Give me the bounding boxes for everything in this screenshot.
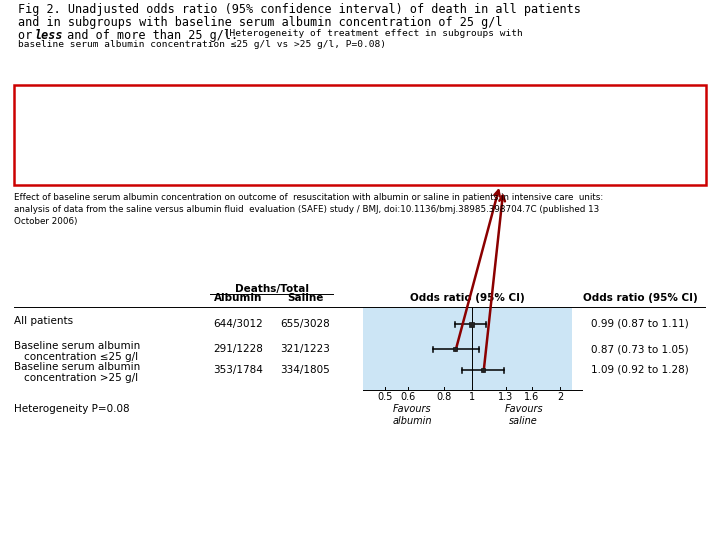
Text: нет (OR=0,99).: нет (OR=0,99).: [20, 106, 105, 117]
Bar: [469, 321, 474, 327]
Text: (OR=1,09): (OR=1,09): [333, 160, 394, 171]
Text: Heterogeneity P=0.08: Heterogeneity P=0.08: [14, 404, 130, 414]
Text: and of more than 25 g/l.: and of more than 25 g/l.: [60, 29, 238, 42]
Text: 0.8: 0.8: [437, 392, 452, 402]
Text: 334/1805: 334/1805: [280, 365, 330, 375]
Text: 1.09 (0.92 to 1.28): 1.09 (0.92 to 1.28): [591, 365, 689, 375]
Text: от того, вводится альбумин или: от того, вводится альбумин или: [259, 93, 449, 103]
Text: Baseline serum albumin: Baseline serum albumin: [14, 341, 140, 351]
Text: 321/1223: 321/1223: [280, 344, 330, 354]
Text: 0.99 (0.87 to 1.11): 0.99 (0.87 to 1.11): [591, 319, 689, 329]
Text: 655/3028: 655/3028: [280, 319, 330, 329]
Text: -  при начальном альбумине выше 25 г/л риск гибели в альбуминовой группе: - при начальном альбумине выше 25 г/л ри…: [20, 160, 473, 171]
Text: Baseline serum albumin: Baseline serum albumin: [14, 362, 140, 372]
Text: Favours
saline: Favours saline: [504, 404, 543, 426]
Text: (Heterogeneity of treatment effect in subgroups with: (Heterogeneity of treatment effect in su…: [218, 29, 523, 38]
Text: Albumin: Albumin: [214, 293, 262, 303]
Text: Odds ratio (95% CI): Odds ratio (95% CI): [410, 293, 525, 303]
Text: Saline: Saline: [287, 293, 323, 303]
Text: одинаков вне зависимости: одинаков вне зависимости: [162, 93, 330, 103]
Text: 0.5: 0.5: [377, 392, 392, 402]
Text: 644/3012: 644/3012: [213, 319, 263, 329]
Text: Odds ratio (95% CI): Odds ratio (95% CI): [582, 293, 698, 303]
Text: 1.3: 1.3: [498, 392, 513, 402]
Bar: [363, 307, 572, 390]
Text: Различия недостоверны: Различия недостоверны: [36, 174, 190, 184]
Text: All patients: All patients: [14, 316, 73, 326]
Text: ниже: ниже: [316, 147, 349, 157]
Text: следующая:: следующая:: [20, 133, 90, 144]
Text: Без выделения подгрупп риск гибели: Без выделения подгрупп риск гибели: [20, 93, 243, 103]
Text: При выделении подгрупп с начальным уровнем альбумина выше или ниже 25 г/л ситуац: При выделении подгрупп с начальным уровн…: [20, 120, 552, 130]
Text: concentration ≤25 g/l: concentration ≤25 g/l: [24, 352, 138, 362]
Text: выше: выше: [316, 160, 351, 171]
Text: concentration >25 g/l: concentration >25 g/l: [24, 373, 138, 383]
Text: Favours
albumin: Favours albumin: [392, 404, 432, 426]
Text: Deaths/Total: Deaths/Total: [235, 284, 308, 294]
Text: NB!: NB!: [20, 174, 43, 184]
Text: 2: 2: [557, 392, 563, 402]
Text: 1.6: 1.6: [524, 392, 539, 402]
Text: 291/1228: 291/1228: [213, 344, 263, 354]
Text: 1: 1: [469, 392, 475, 402]
Text: and in subgroups with baseline serum albumin concentration of 25 g/l: and in subgroups with baseline serum alb…: [18, 16, 503, 29]
Text: .: .: [122, 174, 125, 184]
Text: 0.87 (0.73 to 1.05): 0.87 (0.73 to 1.05): [591, 344, 689, 354]
Text: 353/1784: 353/1784: [213, 365, 263, 375]
Text: 0.6: 0.6: [400, 392, 415, 402]
Text: less: less: [35, 29, 63, 42]
Bar: [453, 347, 457, 351]
Text: Effect of baseline serum albumin concentration on outcome of  resuscitation with: Effect of baseline serum albumin concent…: [14, 193, 603, 226]
Text: Fig 2. Unadjusted odds ratio (95% confidence interval) of death in all patients: Fig 2. Unadjusted odds ratio (95% confid…: [18, 3, 581, 16]
Text: (OR=0,87): (OR=0,87): [333, 147, 394, 157]
Bar: [482, 368, 485, 372]
Text: baseline serum albumin concentration ≤25 g/l vs >25 g/l, P=0.08): baseline serum albumin concentration ≤25…: [18, 40, 386, 49]
Text: -  при начальном альбумине ниже 25 г/л риск гибели в альбуминовой группе: - при начальном альбумине ниже 25 г/л ри…: [20, 147, 472, 157]
Text: or: or: [18, 29, 40, 42]
FancyBboxPatch shape: [14, 85, 706, 185]
